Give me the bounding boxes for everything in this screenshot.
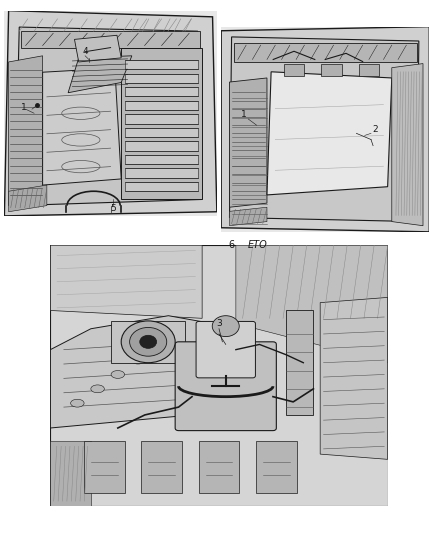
Circle shape (130, 327, 167, 356)
Bar (125, 155, 198, 164)
Bar (321, 63, 342, 76)
Text: 3: 3 (216, 319, 222, 328)
Polygon shape (392, 63, 423, 225)
Polygon shape (230, 207, 267, 225)
Circle shape (212, 316, 239, 337)
Text: 6: 6 (229, 240, 235, 250)
Ellipse shape (91, 385, 104, 393)
Bar (125, 141, 198, 151)
Polygon shape (230, 78, 267, 207)
Bar (125, 168, 198, 177)
Ellipse shape (71, 399, 84, 407)
Polygon shape (9, 56, 42, 206)
Polygon shape (68, 56, 132, 93)
Polygon shape (74, 35, 121, 62)
Bar (125, 114, 198, 124)
Bar (286, 310, 314, 415)
Polygon shape (9, 185, 47, 212)
Polygon shape (15, 27, 202, 206)
FancyBboxPatch shape (196, 321, 255, 378)
Polygon shape (4, 11, 217, 216)
Bar (199, 441, 239, 494)
Polygon shape (230, 37, 419, 222)
Bar (358, 63, 379, 76)
Text: 1: 1 (21, 103, 26, 111)
Bar (111, 321, 185, 362)
Polygon shape (236, 245, 388, 362)
Circle shape (121, 321, 175, 362)
Bar (284, 63, 304, 76)
Polygon shape (50, 316, 212, 428)
Bar (125, 101, 198, 110)
Text: 4: 4 (82, 47, 88, 56)
Polygon shape (50, 245, 202, 318)
Bar (125, 128, 198, 137)
Polygon shape (42, 68, 121, 185)
Polygon shape (320, 297, 388, 459)
Polygon shape (221, 27, 429, 232)
FancyBboxPatch shape (175, 342, 276, 431)
Bar (234, 43, 417, 61)
Circle shape (140, 335, 157, 349)
Ellipse shape (131, 356, 145, 364)
Ellipse shape (111, 370, 124, 378)
Bar (125, 182, 198, 191)
Polygon shape (50, 441, 91, 506)
Bar (256, 441, 297, 494)
Text: ETO: ETO (248, 240, 268, 250)
Bar (141, 441, 182, 494)
Bar (84, 441, 124, 494)
Bar (121, 47, 202, 199)
Bar (125, 74, 198, 83)
Ellipse shape (152, 342, 165, 350)
Bar (125, 87, 198, 96)
Bar (21, 31, 200, 47)
Text: 5: 5 (110, 204, 116, 213)
Text: 2: 2 (372, 125, 378, 134)
Text: 1: 1 (241, 110, 247, 119)
Polygon shape (267, 72, 392, 195)
Bar (125, 60, 198, 69)
